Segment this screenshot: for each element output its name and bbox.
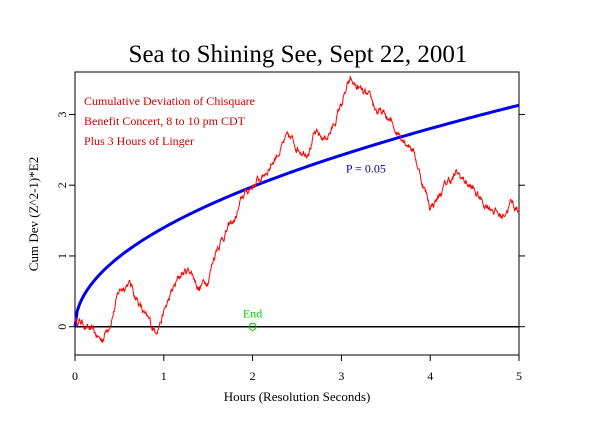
end-marker xyxy=(248,322,257,331)
x-axis: 0 1 2 3 4 5 xyxy=(72,355,522,383)
y-axis: 0 1 2 3 xyxy=(55,111,525,330)
annotation-line-2: Benefit Concert, 8 to 10 pm CDT xyxy=(84,114,246,128)
y-tick-label-2: 2 xyxy=(55,182,69,188)
envelope-label: P = 0.05 xyxy=(346,161,386,175)
chart-title: Sea to Shining See, Sept 22, 2001 xyxy=(129,41,468,68)
x-tick-label-2: 2 xyxy=(250,369,256,383)
x-axis-label: Hours (Resolution Seconds) xyxy=(224,389,371,404)
p005-envelope-line xyxy=(73,103,520,327)
x-tick-label-5: 5 xyxy=(516,369,522,383)
y-tick-label-0: 0 xyxy=(55,324,69,330)
y-tick-label-3: 3 xyxy=(55,111,69,117)
y-axis-label: Cum Dev (Z^2-1)*E2 xyxy=(26,157,41,271)
x-tick-label-4: 4 xyxy=(427,369,433,383)
annotation-block: Cumulative Deviation of Chisquare Benefi… xyxy=(84,94,255,148)
x-tick-label-0: 0 xyxy=(72,369,78,383)
x-tick-label-3: 3 xyxy=(338,369,344,383)
annotation-line-3: Plus 3 Hours of Linger xyxy=(84,134,194,148)
x-tick-label-1: 1 xyxy=(161,369,167,383)
plot-frame xyxy=(74,71,520,356)
end-label: End xyxy=(243,307,262,321)
y-tick-label-1: 1 xyxy=(55,253,69,259)
annotation-line-1: Cumulative Deviation of Chisquare xyxy=(84,94,255,108)
cumdev-series-line xyxy=(74,76,520,344)
